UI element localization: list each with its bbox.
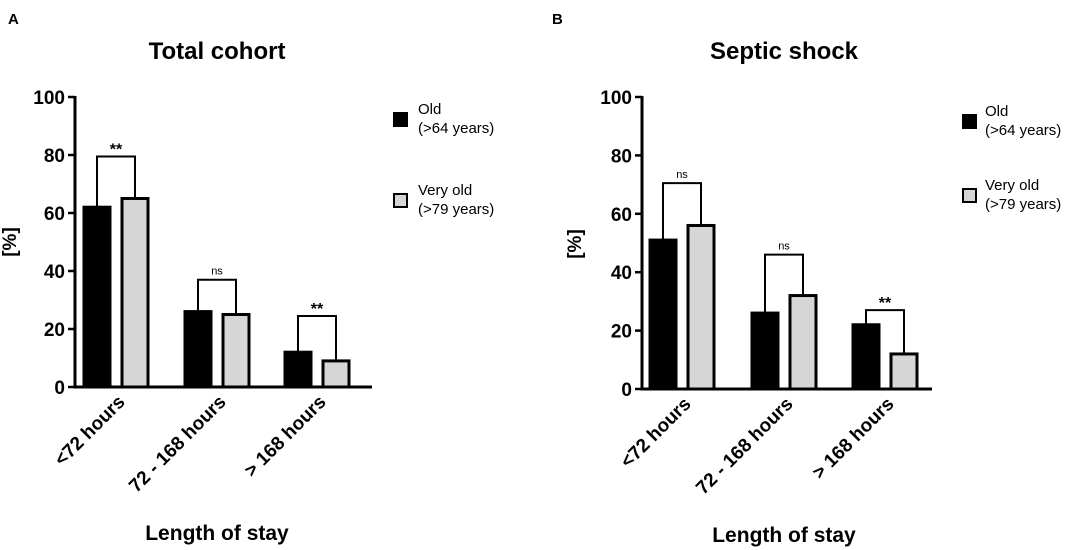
significance-label: ** — [311, 301, 324, 318]
legend-label-line2: (>64 years) — [418, 120, 494, 137]
bar-very-old — [889, 352, 919, 391]
legend-swatch-very-old — [393, 193, 408, 208]
y-tick-label: 80 — [611, 146, 632, 167]
chart-title: Total cohort — [149, 38, 286, 65]
panel-letter: B — [552, 11, 563, 28]
bar-old — [648, 238, 678, 391]
bar-old — [283, 350, 313, 389]
legend-label-line2: (>79 years) — [985, 196, 1061, 213]
y-tick-label: 60 — [611, 205, 632, 226]
y-tick-label: 100 — [33, 88, 65, 109]
x-category-label: > 168 hours — [241, 392, 331, 482]
bar-old — [82, 205, 112, 389]
significance-label: ns — [778, 241, 790, 253]
y-axis-label: [%] — [565, 229, 586, 259]
significance-label: ** — [879, 295, 892, 312]
bar-very-old — [221, 313, 251, 389]
legend-label-line1: Old — [985, 103, 1008, 120]
y-tick-label: 0 — [54, 378, 65, 399]
legend-swatch-old — [962, 114, 977, 129]
legend: Old (>64 years) Very old (>79 years) — [962, 103, 1061, 213]
x-category-label: <72 hours — [51, 392, 130, 471]
significance-bracket — [297, 314, 337, 361]
panel-total-cohort: A Total cohort [%] Length of stay 0 20 40 6… — [0, 11, 494, 545]
plot-area: ** ns ** — [82, 141, 351, 389]
bar-very-old — [788, 294, 818, 391]
legend-label-line2: (>79 years) — [418, 201, 494, 218]
legend-swatch-very-old — [962, 188, 977, 203]
significance-bracket — [662, 182, 702, 241]
chart-title: Septic shock — [710, 38, 859, 65]
x-axis-label: Length of stay — [145, 522, 289, 545]
significance-bracket — [764, 253, 804, 314]
bar-very-old — [686, 223, 716, 391]
significance-bracket — [197, 278, 237, 315]
panel-septic-shock: B Septic shock [%] Length of stay 0 20 40 6… — [552, 11, 1061, 547]
y-tick-label: 0 — [621, 380, 632, 401]
y-tick-label: 20 — [44, 320, 65, 341]
legend-item-old: Old (>64 years) — [962, 103, 1061, 139]
bar-very-old — [321, 359, 351, 389]
legend-item-old: Old (>64 years) — [393, 101, 494, 137]
y-tick-label: 40 — [611, 263, 632, 284]
significance-bracket — [865, 309, 905, 354]
y-axis-label: [%] — [0, 227, 21, 257]
bar-old — [851, 323, 881, 391]
bar-old — [750, 311, 780, 391]
y-tick-label: 40 — [44, 262, 65, 283]
significance-label: ns — [211, 266, 223, 278]
significance-label: ns — [676, 169, 688, 181]
legend-label-line1: Very old — [985, 177, 1039, 194]
legend-swatch-old — [393, 112, 408, 127]
x-category-label: 72 - 168 hours — [125, 392, 230, 497]
y-tick-label: 100 — [600, 88, 632, 109]
legend-label-line1: Old — [418, 101, 441, 118]
legend-item-very-old: Very old (>79 years) — [962, 177, 1061, 213]
legend: Old (>64 years) Very old (>79 years) — [393, 101, 494, 218]
legend-label-line2: (>64 years) — [985, 122, 1061, 139]
significance-bracket — [96, 155, 136, 208]
legend-item-very-old: Very old (>79 years) — [393, 182, 494, 218]
panel-letter: A — [8, 11, 19, 28]
x-axis-label: Length of stay — [712, 524, 856, 547]
legend-label-line1: Very old — [418, 182, 472, 199]
bar-very-old — [120, 197, 150, 389]
y-tick-label: 80 — [44, 146, 65, 167]
y-tick-label: 60 — [44, 204, 65, 225]
y-tick-label: 20 — [611, 322, 632, 343]
x-category-label: <72 hours — [617, 394, 696, 473]
x-category-label: 72 - 168 hours — [692, 394, 797, 499]
bar-old — [183, 310, 213, 389]
significance-label: ** — [110, 141, 123, 158]
x-category-label: > 168 hours — [809, 394, 899, 484]
plot-area: ns ns ** — [648, 169, 919, 391]
